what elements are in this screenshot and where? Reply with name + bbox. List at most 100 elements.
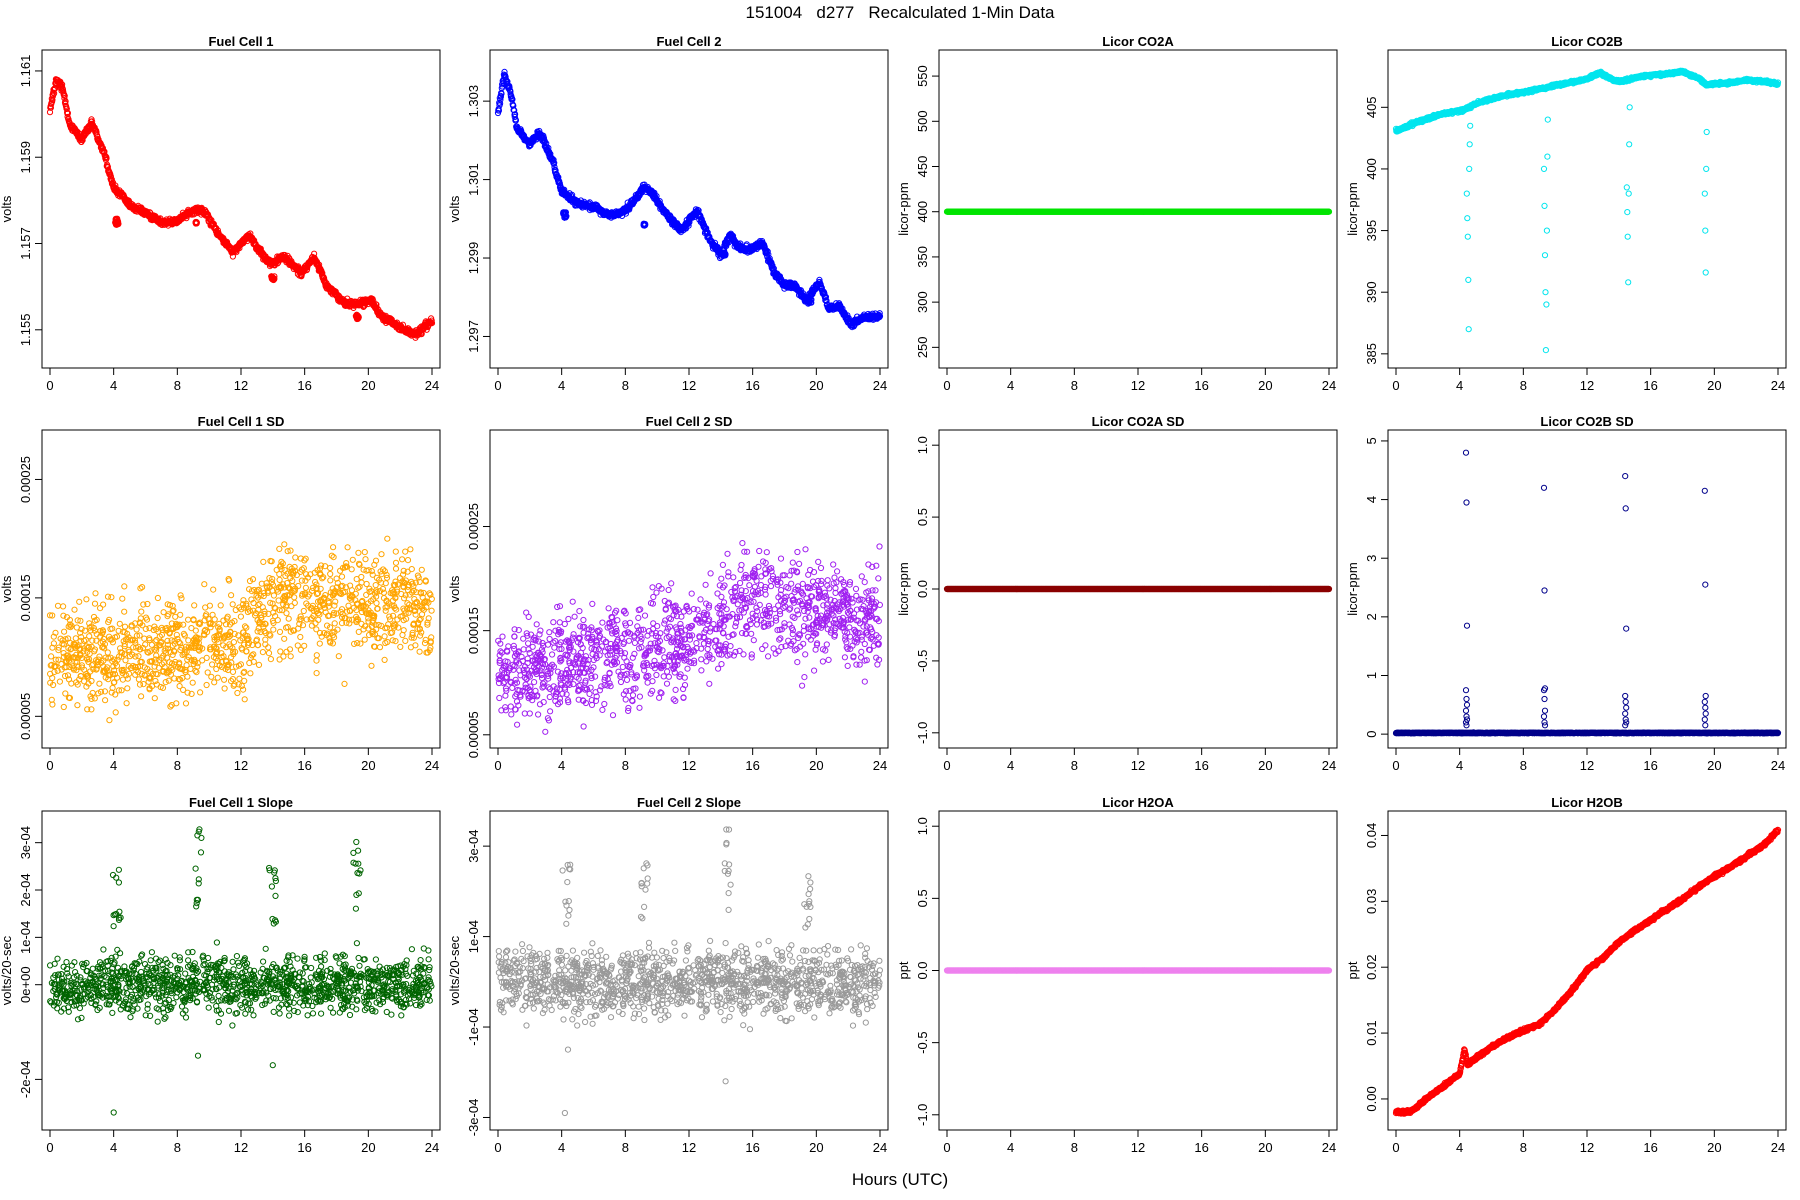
data-point	[101, 148, 108, 155]
chart-title: Licor CO2A	[1102, 34, 1174, 49]
data-point	[823, 297, 830, 305]
y-axis-label: licor-ppm	[1345, 182, 1360, 235]
y-tick-label: 250	[915, 336, 930, 358]
series-points	[494, 68, 884, 331]
x-tick-label: 0	[46, 378, 53, 393]
data-point	[99, 145, 107, 152]
x-tick-label: 12	[234, 378, 248, 393]
data-point	[816, 276, 823, 283]
series-points	[46, 76, 436, 341]
data-point	[550, 156, 557, 163]
x-tick-label: 8	[1071, 378, 1078, 393]
data-point	[497, 96, 504, 103]
x-tick-label: 16	[1194, 378, 1208, 393]
y-tick-label: 1.155	[18, 314, 33, 347]
data-point	[428, 317, 435, 324]
data-point	[561, 211, 568, 218]
data-point	[46, 109, 54, 116]
data-point	[107, 173, 115, 180]
y-tick-label: 385	[1364, 343, 1379, 365]
x-tick-label: 12	[682, 378, 696, 393]
y-tick-label: 400	[915, 201, 930, 223]
data-point	[114, 218, 121, 225]
y-tick-label: 1.157	[18, 227, 33, 260]
x-tick-label: 16	[745, 378, 759, 393]
y-tick-label: 450	[915, 156, 930, 178]
x-tick-label: 8	[174, 378, 181, 393]
y-tick-label: 1.303	[466, 85, 481, 118]
data-point	[353, 315, 361, 323]
y-tick-label: 390	[1364, 281, 1379, 303]
data-point	[497, 100, 504, 107]
x-tick-label: 16	[1643, 378, 1657, 393]
data-point	[1325, 208, 1333, 215]
data-point	[719, 252, 727, 259]
y-tick-label: 395	[1364, 220, 1379, 242]
x-tick-label: 0	[494, 378, 501, 393]
data-point	[822, 293, 830, 301]
data-point	[61, 95, 68, 102]
y-axis-label: licor-ppm	[896, 182, 911, 235]
x-tick-label: 4	[1456, 378, 1463, 393]
chart-title: Licor CO2B	[1551, 34, 1623, 49]
plot-frame	[1387, 49, 1787, 369]
data-point	[103, 155, 110, 162]
data-point	[497, 93, 504, 100]
data-point	[719, 249, 727, 256]
x-tick-label: 20	[1707, 378, 1721, 393]
x-tick-label: 12	[1580, 378, 1594, 393]
data-point	[64, 110, 72, 117]
data-point	[506, 84, 513, 91]
plot-frame	[489, 49, 889, 369]
page-title: 151004 d277 Recalculated 1-Min Data	[745, 3, 1055, 22]
y-tick-label: 1.161	[18, 55, 33, 88]
data-point	[511, 107, 518, 114]
data-point	[641, 222, 648, 229]
data-point	[108, 176, 115, 183]
data-point	[512, 117, 520, 124]
data-point	[806, 296, 813, 303]
x-tick-label: 0	[943, 378, 950, 393]
data-point	[113, 217, 120, 224]
x-tick-label: 24	[425, 378, 439, 393]
y-tick-label: 350	[915, 246, 930, 268]
data-point	[805, 296, 812, 304]
x-tick-label: 24	[1771, 378, 1785, 393]
data-point	[769, 262, 776, 269]
x-tick-label: 8	[1520, 378, 1527, 393]
y-tick-label: 550	[915, 65, 930, 87]
data-point	[423, 326, 430, 333]
y-axis-label: volts	[447, 195, 462, 222]
data-point	[428, 320, 436, 327]
data-point	[355, 314, 362, 321]
x-tick-label: 0	[1392, 378, 1399, 393]
x-tick-label: 20	[1258, 378, 1272, 393]
data-point	[729, 232, 737, 239]
data-point	[876, 310, 883, 317]
data-point	[62, 98, 69, 105]
x-tick-label: 24	[1322, 378, 1336, 393]
data-point	[192, 220, 199, 227]
chart-title: Fuel Cell 2	[656, 34, 721, 49]
data-point	[551, 159, 558, 166]
chart-title: Fuel Cell 1	[208, 34, 273, 49]
y-tick-label: 500	[915, 110, 930, 132]
y-tick-label: 1.301	[466, 163, 481, 196]
data-point	[805, 299, 813, 306]
series-points	[1392, 67, 1782, 354]
x-tick-label: 4	[110, 378, 117, 393]
y-tick-label: 300	[915, 291, 930, 313]
data-point	[767, 259, 775, 266]
y-tick-label: 1.159	[18, 141, 33, 174]
data-point	[685, 222, 692, 229]
y-tick-label: 1.299	[466, 242, 481, 275]
data-point	[540, 134, 548, 141]
data-point	[821, 290, 828, 297]
data-point	[561, 186, 568, 193]
data-point	[496, 99, 503, 106]
data-point	[844, 312, 851, 319]
x-tick-label: 20	[361, 378, 375, 393]
